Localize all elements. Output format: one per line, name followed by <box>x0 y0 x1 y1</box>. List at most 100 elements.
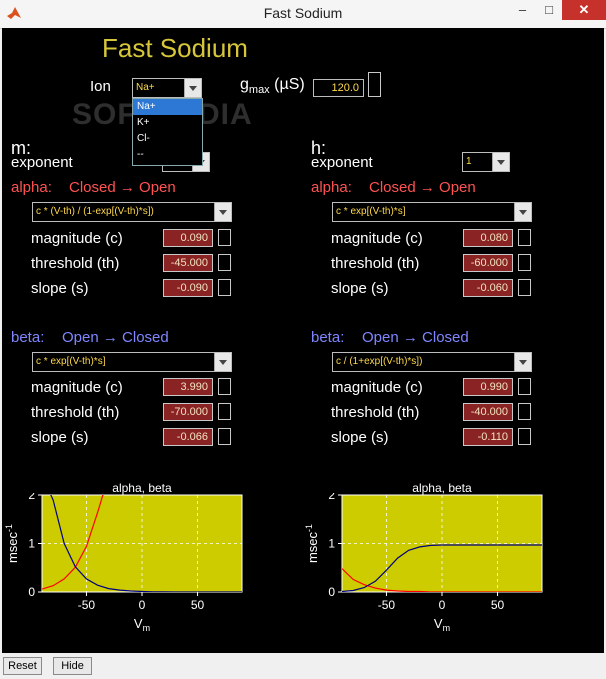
title-bar: Fast Sodium – □ ✕ <box>0 0 606 29</box>
x-tick-label: 0 <box>439 598 446 612</box>
m-beta-magnitude-label: magnitude (c) <box>31 379 123 396</box>
h-beta-slope-checkbox[interactable] <box>518 428 531 445</box>
h-beta-magnitude-field[interactable]: 0.990 <box>463 378 513 396</box>
reset-button[interactable]: Reset <box>3 657 42 675</box>
ion-option-k[interactable]: K+ <box>137 117 150 128</box>
y-tick-label: 0 <box>28 585 35 599</box>
m-alpha-threshold-checkbox[interactable] <box>218 254 231 271</box>
h-rate-plot: -50 0 50 0 1 2 Vm msec-1 <box>304 493 543 633</box>
m-alpha-label: alpha: <box>11 179 52 196</box>
chevron-down-icon <box>214 203 231 221</box>
h-alpha-slope-checkbox[interactable] <box>518 279 531 296</box>
x-tick-label: -50 <box>378 598 396 612</box>
footer-bar: Reset Hide <box>0 653 606 679</box>
gmax-field[interactable]: 120.0 <box>313 79 364 97</box>
m-beta-label: beta: <box>11 329 45 346</box>
m-beta-threshold-checkbox[interactable] <box>218 403 231 420</box>
h-beta-formula-select[interactable]: c / (1+exp[(V-th)*s]) <box>332 352 532 372</box>
m-alpha-slope-field[interactable]: -0.090 <box>163 279 213 297</box>
ion-dropdown-menu: Na+ K+ Cl- -- <box>132 98 203 166</box>
x-tick-label: 50 <box>491 598 505 612</box>
y-tick-label: 2 <box>328 493 335 502</box>
x-axis-label: Vm <box>434 616 450 633</box>
m-beta-threshold-field[interactable]: -70.000 <box>163 403 213 421</box>
beta-curve <box>342 544 542 592</box>
gmax-checkbox[interactable] <box>368 72 381 97</box>
h-beta-threshold-field[interactable]: -40.000 <box>463 403 513 421</box>
m-alpha-magnitude-field[interactable]: 0.090 <box>163 229 213 247</box>
page-title: Fast Sodium <box>102 33 248 63</box>
m-alpha-formula-select[interactable]: c * (V-th) / (1-exp[(V-th)*s]) <box>32 202 232 222</box>
h-alpha-threshold-label: threshold (th) <box>331 255 420 272</box>
h-beta-formula: c / (1+exp[(V-th)*s]) <box>336 356 423 367</box>
ion-select-value: Na+ <box>136 82 155 93</box>
m-gate-label: m: <box>11 138 31 158</box>
h-beta-threshold-label: threshold (th) <box>331 404 420 421</box>
beta-curve <box>50 495 242 592</box>
m-beta-direction: Open → Closed <box>62 329 169 346</box>
h-alpha-magnitude-label: magnitude (c) <box>331 230 423 247</box>
m-alpha-magnitude-label: magnitude (c) <box>31 230 123 247</box>
h-alpha-magnitude-checkbox[interactable] <box>518 229 531 246</box>
h-alpha-formula-select[interactable]: c * exp[(V-th)*s] <box>332 202 532 222</box>
m-beta-slope-field[interactable]: -0.066 <box>163 428 213 446</box>
m-alpha-threshold-field[interactable]: -45.000 <box>163 254 213 272</box>
window-title: Fast Sodium <box>263 5 343 21</box>
chevron-down-icon <box>492 153 509 171</box>
h-alpha-magnitude-field[interactable]: 0.080 <box>463 229 513 247</box>
m-exponent-label: exponent <box>11 154 73 171</box>
m-beta-slope-label: slope (s) <box>31 429 89 446</box>
h-beta-magnitude-checkbox[interactable] <box>518 378 531 395</box>
h-alpha-threshold-field[interactable]: -60.000 <box>463 254 513 272</box>
y-tick-label: 1 <box>28 537 35 551</box>
h-alpha-direction: Closed → Open <box>369 179 476 196</box>
h-beta-magnitude-label: magnitude (c) <box>331 379 423 396</box>
main-panel: Fast Sodium Ion Na+ gmax (µS) 120.0 m: e… <box>2 28 604 653</box>
m-beta-formula-select[interactable]: c * exp[(V-th)*s] <box>32 352 232 372</box>
minimize-button[interactable]: – <box>518 2 527 17</box>
h-alpha-slope-field[interactable]: -0.060 <box>463 279 513 297</box>
h-beta-threshold-checkbox[interactable] <box>518 403 531 420</box>
h-gate-label: h: <box>311 138 327 158</box>
m-beta-threshold-label: threshold (th) <box>31 404 120 421</box>
h-beta-slope-field[interactable]: -0.110 <box>463 428 513 446</box>
m-alpha-slope-label: slope (s) <box>31 280 89 297</box>
ion-option-na[interactable]: Na+ <box>133 99 202 115</box>
h-exponent-select[interactable]: 1 <box>462 152 510 172</box>
chevron-down-icon <box>514 203 531 221</box>
y-axis-label: msec-1 <box>304 524 320 563</box>
close-button[interactable]: ✕ <box>562 0 606 20</box>
ion-label: Ion <box>90 78 111 95</box>
chevron-down-icon <box>184 79 201 97</box>
x-axis-label: Vm <box>134 616 150 633</box>
m-beta-magnitude-field[interactable]: 3.990 <box>163 378 213 396</box>
m-plot-title: alpha, beta <box>112 481 172 495</box>
ion-option-none[interactable]: -- <box>137 149 144 160</box>
chevron-down-icon <box>514 353 531 371</box>
y-tick-label: 0 <box>328 585 335 599</box>
hide-button[interactable]: Hide <box>53 657 92 675</box>
m-beta-formula: c * exp[(V-th)*s] <box>36 356 106 367</box>
y-axis-label: msec-1 <box>4 524 20 563</box>
h-exponent-label: exponent <box>311 154 373 171</box>
m-alpha-threshold-label: threshold (th) <box>31 255 120 272</box>
chevron-down-icon <box>214 353 231 371</box>
alpha-curve <box>342 568 542 592</box>
maximize-button[interactable]: □ <box>545 2 553 17</box>
h-beta-label: beta: <box>311 329 345 346</box>
h-plot-title: alpha, beta <box>412 481 472 495</box>
x-tick-label: -50 <box>78 598 96 612</box>
m-alpha-magnitude-checkbox[interactable] <box>218 229 231 246</box>
h-beta-direction: Open → Closed <box>362 329 469 346</box>
m-beta-magnitude-checkbox[interactable] <box>218 378 231 395</box>
y-tick-label: 1 <box>328 537 335 551</box>
h-beta-slope-label: slope (s) <box>331 429 389 446</box>
y-tick-label: 2 <box>28 493 35 502</box>
m-alpha-slope-checkbox[interactable] <box>218 279 231 296</box>
ion-select[interactable]: Na+ <box>132 78 202 98</box>
h-alpha-slope-label: slope (s) <box>331 280 389 297</box>
m-beta-slope-checkbox[interactable] <box>218 428 231 445</box>
matlab-app-icon <box>7 7 21 19</box>
ion-option-cl[interactable]: Cl- <box>137 133 150 144</box>
h-alpha-threshold-checkbox[interactable] <box>518 254 531 271</box>
